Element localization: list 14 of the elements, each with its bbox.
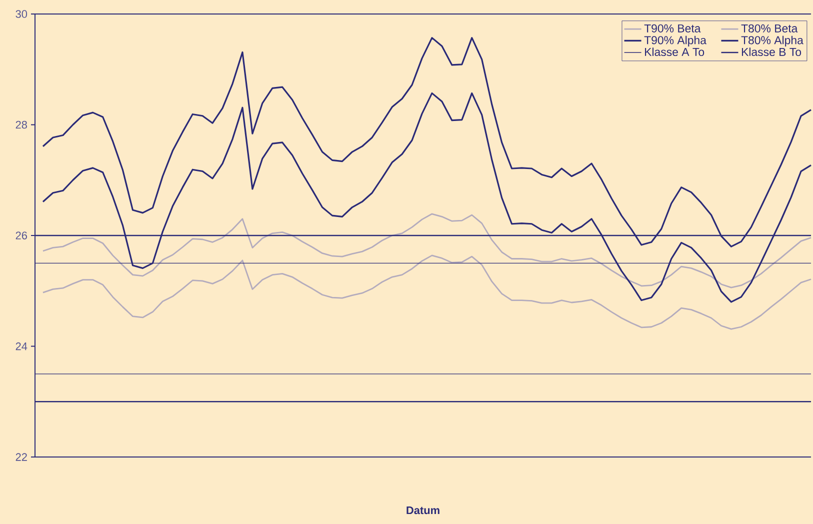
line-series — [42, 254, 812, 330]
legend-label: T80% Beta — [741, 24, 798, 32]
y-tick-label: 30 — [16, 10, 28, 18]
x-axis-title: Datum — [406, 506, 440, 514]
legend-label: Klasse B To — [742, 48, 802, 56]
legend-label: T90% Alpha — [644, 36, 706, 46]
legend-label: T90% Beta — [644, 24, 701, 32]
legend-label: Klasse A To — [645, 48, 704, 56]
y-tick-label: 24 — [16, 342, 28, 350]
legend-label: T80% Alpha — [741, 36, 804, 46]
y-tick-label: 22 — [16, 453, 27, 461]
y-tick-label: 26 — [16, 232, 27, 240]
line-series — [42, 213, 812, 288]
y-tick-label: 28 — [16, 120, 27, 129]
